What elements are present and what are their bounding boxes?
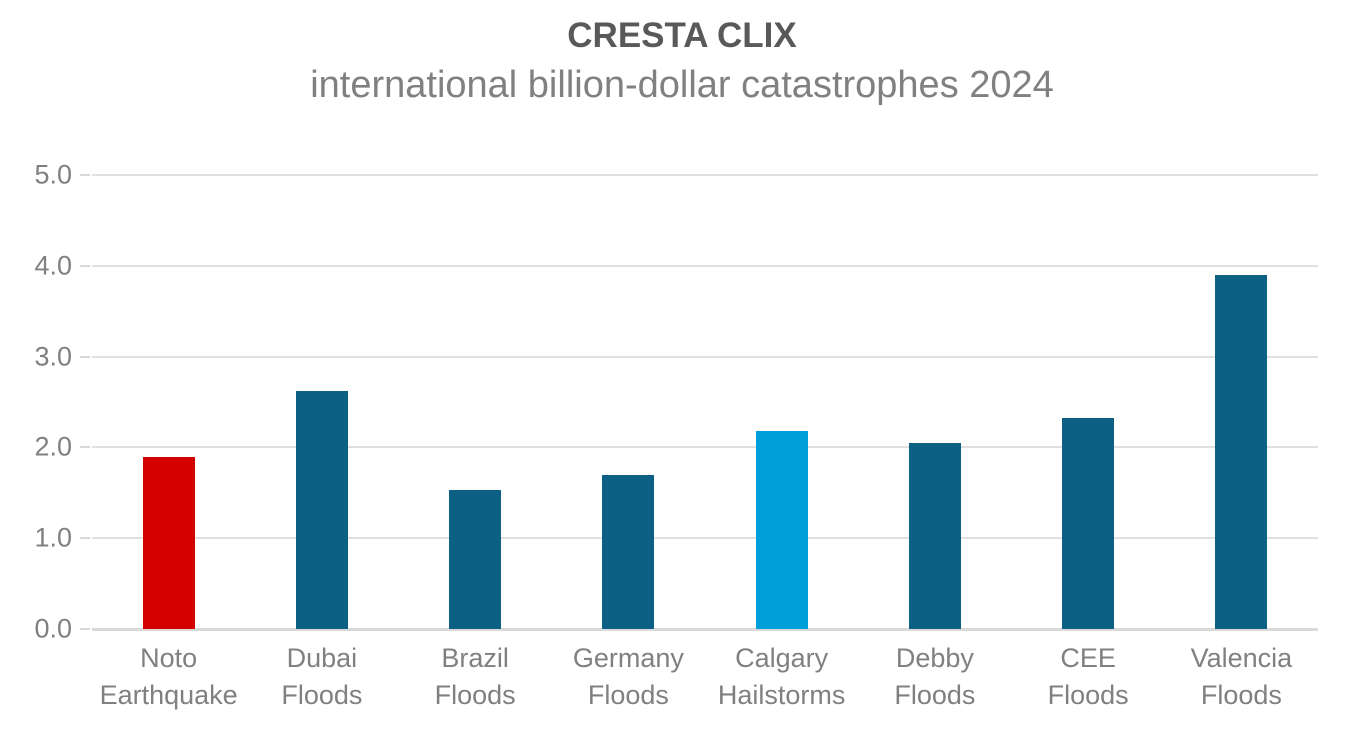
x-axis: Noto Earthquake Dubai Floods Brazil Floods Ger… [92, 640, 1318, 736]
x-tick-label: CEE Floods [1012, 640, 1165, 714]
y-tick-mark [80, 355, 90, 358]
y-tick-mark [80, 264, 90, 267]
x-tick-label: Germany Floods [552, 640, 705, 714]
y-tick-label: 3.0 [34, 341, 72, 372]
x-tick-label: Valencia Floods [1165, 640, 1318, 714]
y-axis: 5.0 4.0 3.0 2.0 1.0 0.0 [0, 161, 90, 642]
gridline [92, 537, 1318, 540]
y-tick-label: 4.0 [34, 250, 72, 281]
x-tick-label: Debby Floods [858, 640, 1011, 714]
y-tick-mark [80, 446, 90, 449]
bar[interactable] [1062, 418, 1115, 629]
y-tick-label: 0.0 [34, 613, 72, 644]
x-tick-label-line: CEE [1060, 643, 1116, 673]
x-tick-label-line: Floods [894, 680, 976, 710]
chart-subtitle: international billion-dollar catastrophe… [310, 64, 1054, 106]
bar[interactable] [295, 391, 348, 629]
y-tick-label: 5.0 [34, 159, 72, 190]
x-tick-label: Calgary Hailstorms [705, 640, 858, 714]
bar[interactable] [1215, 274, 1268, 629]
gridline [92, 355, 1318, 358]
bar[interactable] [908, 442, 961, 629]
x-tick-label-line: Floods [1200, 680, 1282, 710]
x-tick-label-line: Floods [1047, 680, 1129, 710]
x-tick-label-line: Germany [572, 643, 684, 673]
x-tick-label-line: Floods [434, 680, 516, 710]
y-tick-mark [80, 628, 90, 630]
axis-baseline [92, 628, 1318, 631]
y-tick-label: 2.0 [34, 431, 72, 462]
x-tick-label: Noto Earthquake [92, 640, 245, 714]
gridlines [92, 174, 1318, 631]
x-tick-label: Dubai Floods [245, 640, 398, 714]
x-tick-label: Brazil Floods [399, 640, 552, 714]
chart-title: CRESTA CLIX [567, 16, 797, 55]
x-tick-label-line: Earthquake [99, 680, 238, 710]
x-tick-label-line: Brazil [441, 643, 509, 673]
bar[interactable] [142, 457, 195, 629]
x-tick-label-line: Debby [895, 643, 974, 673]
gridline [92, 264, 1318, 267]
bars-layer [92, 175, 1318, 629]
x-tick-label-line: Noto [140, 643, 198, 673]
x-tick-label-line: Floods [587, 680, 669, 710]
x-tick-label-line: Dubai [286, 643, 358, 673]
chart-header: CRESTA CLIX international billion-dollar… [0, 14, 1364, 110]
x-tick-label-line: Valencia [1190, 643, 1293, 673]
x-tick-label-line: Calgary [735, 643, 829, 673]
bar[interactable] [449, 490, 502, 629]
x-tick-label-line: Hailstorms [717, 680, 846, 710]
bar[interactable] [755, 431, 808, 629]
y-tick-mark [80, 537, 90, 540]
gridline [92, 174, 1318, 176]
gridline [92, 446, 1318, 449]
y-tick-mark [80, 174, 90, 176]
bar[interactable] [602, 474, 655, 629]
x-tick-label-line: Floods [281, 680, 363, 710]
y-tick-label: 1.0 [34, 522, 72, 553]
plot-area [92, 174, 1318, 631]
